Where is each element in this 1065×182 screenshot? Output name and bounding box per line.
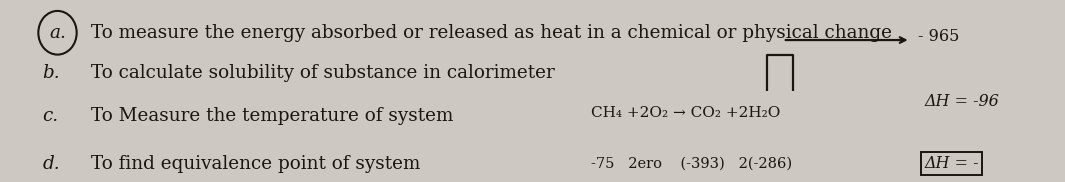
Text: -75   2ero    (-393)   2(-286): -75 2ero (-393) 2(-286) xyxy=(591,157,792,171)
Text: To measure the energy absorbed or released as heat in a chemical or physical cha: To measure the energy absorbed or releas… xyxy=(91,24,891,42)
Text: - 965: - 965 xyxy=(918,28,960,45)
Text: b.: b. xyxy=(43,64,61,82)
Text: To calculate solubility of substance in calorimeter: To calculate solubility of substance in … xyxy=(91,64,554,82)
Text: CH₄ +2O₂ → CO₂ +2H₂O: CH₄ +2O₂ → CO₂ +2H₂O xyxy=(591,106,781,120)
Text: d.: d. xyxy=(43,155,61,173)
Text: ΔH = -96: ΔH = -96 xyxy=(924,93,999,110)
Text: ΔH = -: ΔH = - xyxy=(924,155,979,172)
Text: To Measure the temperature of system: To Measure the temperature of system xyxy=(91,108,453,125)
Text: To find equivalence point of system: To find equivalence point of system xyxy=(91,155,420,173)
Text: a.: a. xyxy=(49,24,66,42)
Text: c.: c. xyxy=(43,108,59,125)
